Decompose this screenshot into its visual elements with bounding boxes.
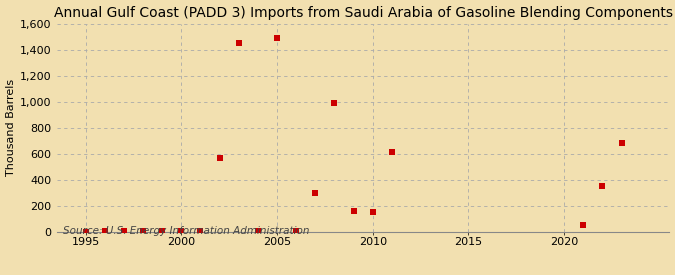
Point	[176, 229, 187, 233]
Point	[138, 229, 148, 233]
Point	[367, 210, 378, 214]
Point	[271, 36, 282, 40]
Point	[234, 41, 244, 45]
Point	[252, 228, 263, 233]
Title: Annual Gulf Coast (PADD 3) Imports from Saudi Arabia of Gasoline Blending Compon: Annual Gulf Coast (PADD 3) Imports from …	[54, 6, 673, 20]
Point	[80, 230, 91, 234]
Point	[195, 229, 206, 233]
Point	[597, 184, 608, 188]
Point	[99, 229, 110, 233]
Point	[310, 191, 321, 195]
Text: Source: U.S. Energy Information Administration: Source: U.S. Energy Information Administ…	[63, 226, 310, 236]
Point	[291, 228, 302, 233]
Point	[157, 229, 167, 233]
Point	[119, 229, 130, 233]
Point	[214, 155, 225, 160]
Point	[329, 101, 340, 105]
Point	[578, 223, 589, 228]
Point	[348, 209, 359, 213]
Point	[387, 150, 398, 155]
Point	[616, 141, 627, 145]
Y-axis label: Thousand Barrels: Thousand Barrels	[5, 79, 16, 176]
